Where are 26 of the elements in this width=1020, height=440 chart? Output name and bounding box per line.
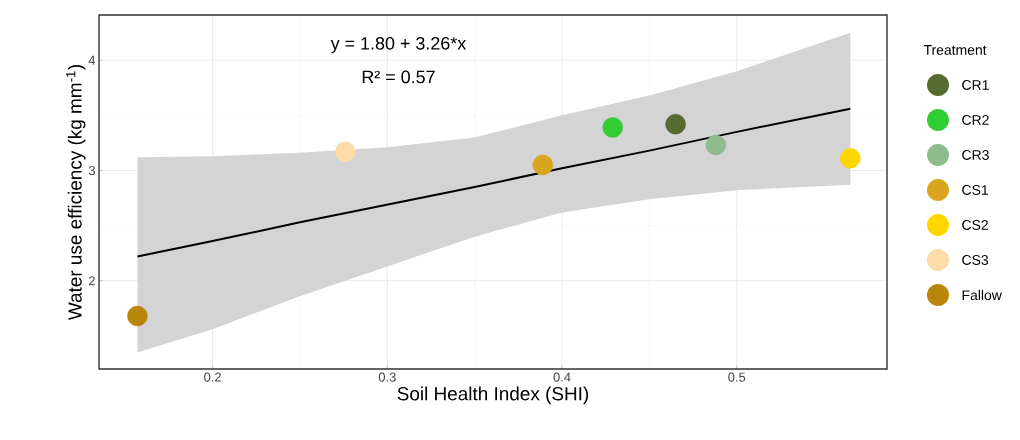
legend-label: CS2 bbox=[962, 220, 988, 230]
legend-label: CR1 bbox=[962, 80, 989, 90]
y-tick-label: 2 bbox=[88, 276, 95, 286]
point bbox=[127, 305, 148, 327]
legend-label: CR3 bbox=[962, 150, 989, 160]
legend-label: CS3 bbox=[962, 255, 989, 265]
point bbox=[705, 134, 726, 156]
x-tick-label: 0.5 bbox=[728, 372, 746, 382]
y-tick-label: 4 bbox=[88, 55, 96, 65]
x-tick-label: 0.3 bbox=[378, 372, 396, 382]
annotation: y = 1.80 + 3.26*x bbox=[330, 36, 467, 54]
y-axis-title: Water use efficiency (kg mm$^{-1}$) bbox=[66, 65, 86, 321]
legend-label: Fallow bbox=[962, 289, 1002, 301]
point bbox=[602, 117, 623, 138]
point bbox=[532, 154, 554, 176]
y-tick-label: 3 bbox=[88, 165, 95, 176]
point bbox=[665, 113, 686, 135]
x-axis-title: Soil Health Index (SHI) bbox=[397, 386, 589, 405]
point bbox=[335, 141, 356, 162]
legend-label: CR2 bbox=[962, 115, 989, 125]
point bbox=[840, 148, 861, 169]
annotation: R² = 0.57 bbox=[362, 70, 435, 84]
x-tick-label: 0.4 bbox=[553, 372, 571, 382]
x-tick-label: 0.2 bbox=[204, 372, 221, 382]
legend-label: CS1 bbox=[962, 185, 988, 195]
legend-title: Treatment bbox=[923, 45, 987, 55]
